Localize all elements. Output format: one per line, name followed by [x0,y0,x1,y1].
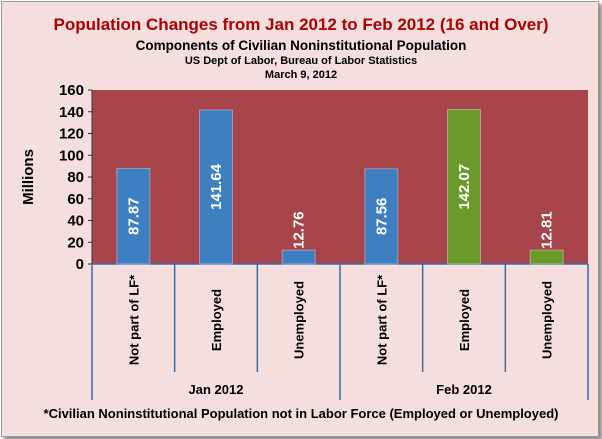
y-tick-label: 60 [67,191,84,208]
group-label: Feb 2012 [436,382,492,397]
category-label: Unemployed [292,281,307,359]
bar [529,249,564,265]
bar [364,168,399,265]
y-tick-label: 80 [67,169,84,186]
bar-value-label: 142.07 [456,164,473,210]
bar [447,108,481,265]
y-tick-label: 0 [76,256,84,273]
bar [281,249,316,265]
chart-title: Population Changes from Jan 2012 to Feb … [53,15,549,34]
plot-area [92,90,588,264]
category-label: Employed [457,289,472,351]
y-tick-label: 120 [59,126,84,143]
chart-subtitle: Components of Civilian Noninstitutional … [135,38,467,53]
chart-footnote: *Civilian Noninstitutional Population no… [43,406,559,421]
bar [116,167,151,265]
bar-value-label: 87.87 [125,197,142,235]
bar-value-label: 12.76 [291,211,308,249]
category-label: Not part of LF* [126,274,141,365]
y-tick-label: 20 [67,234,84,251]
y-tick-label: 100 [59,147,84,164]
bar-value-label: 87.56 [373,198,390,236]
bar [199,109,233,265]
y-tick-label: 140 [59,104,84,121]
category-label: Unemployed [540,281,555,359]
chart-date: March 9, 2012 [264,69,338,81]
bar-value-label: 12.81 [539,211,556,249]
group-label: Jan 2012 [189,382,244,397]
y-tick-label: 160 [59,82,84,99]
category-label: Employed [209,289,224,351]
category-label: Not part of LF* [374,274,389,365]
chart-source: US Dept of Labor, Bureau of Labor Statis… [184,55,418,67]
bar-value-label: 141.64 [208,163,225,210]
y-tick-label: 40 [67,213,84,230]
y-axis-label: Millions [20,149,37,205]
